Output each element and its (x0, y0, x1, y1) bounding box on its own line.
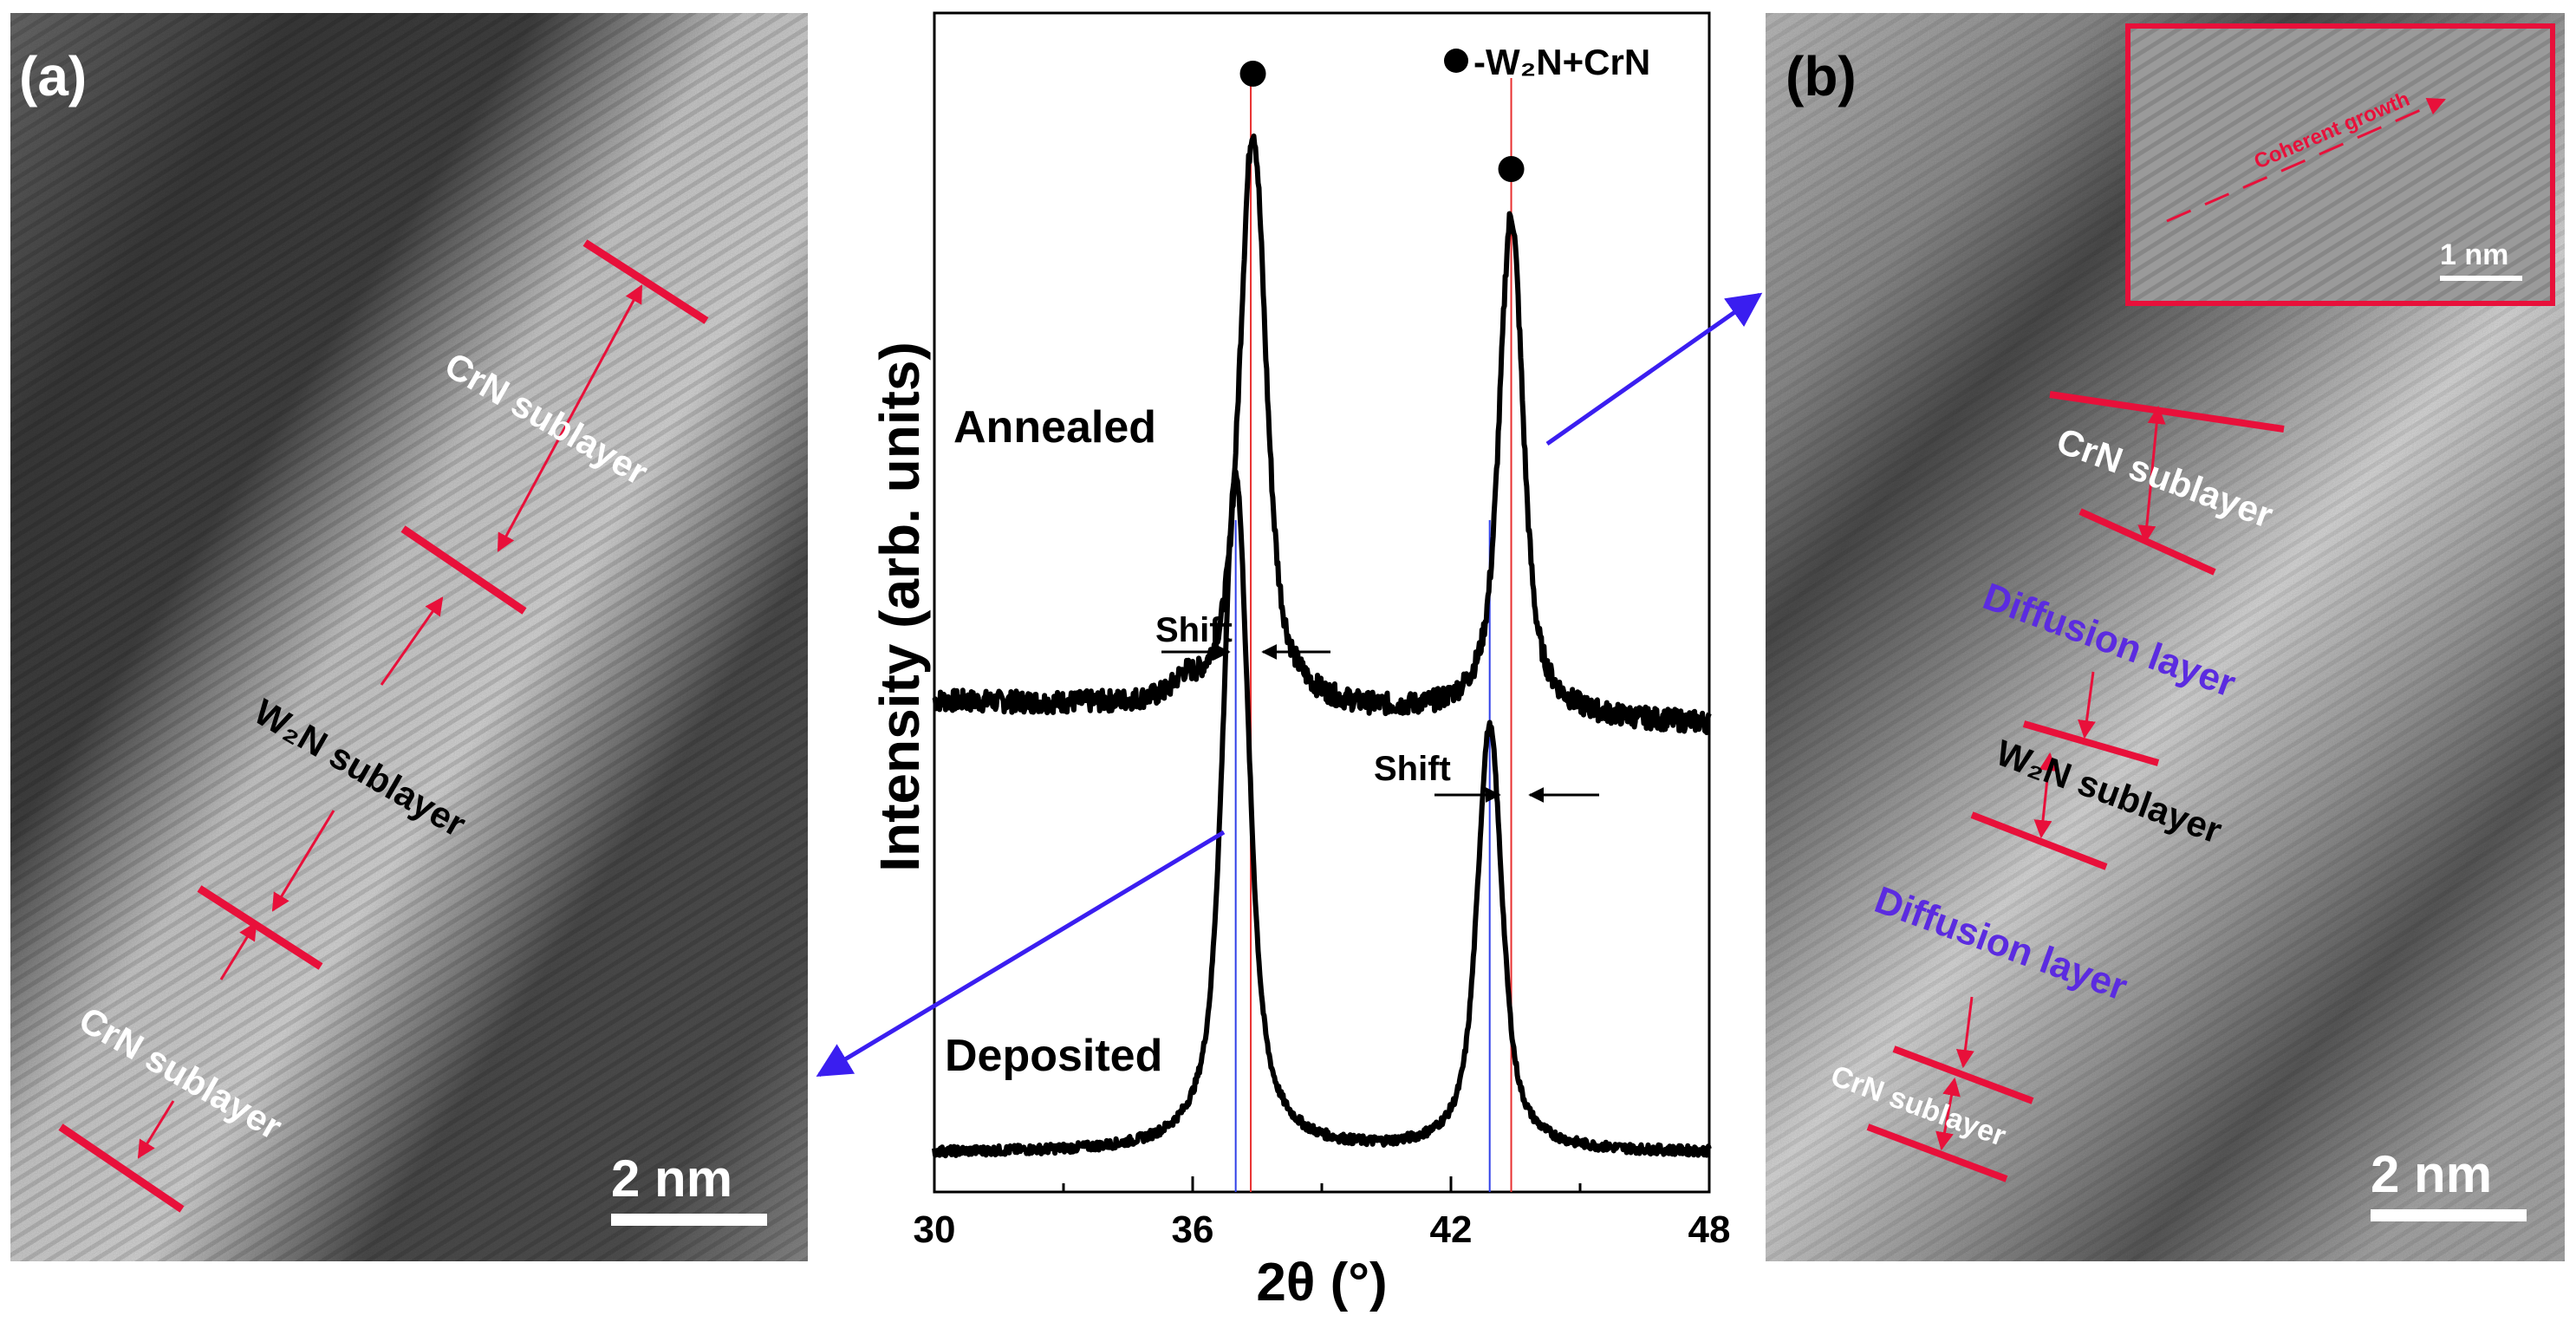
x-tick-label-42: 42 (1430, 1208, 1473, 1251)
x-tick-label-36: 36 (1172, 1208, 1214, 1251)
legend-marker (1444, 49, 1468, 73)
xrd-chart: 30 36 42 48 Annealed Deposited -W₂N+CrN Shi… (868, 11, 1731, 1312)
marker-line (197, 885, 323, 970)
marker-line (2049, 391, 2285, 433)
panel-a-markers (58, 239, 709, 1213)
link-arrow-to-a (816, 830, 1226, 1078)
legend-label: -W₂N+CrN (1473, 42, 1650, 82)
marker-line (1866, 1123, 2008, 1182)
x-axis-label: 2θ (°) (1256, 1253, 1387, 1312)
inset-scale-bar (2440, 276, 2522, 281)
panel-a-scale-bar (611, 1214, 767, 1226)
arrow-w2n-top (380, 596, 444, 686)
peak-marker-2 (1498, 156, 1525, 182)
series-label-annealed: Annealed (953, 402, 1156, 453)
shift-label-1: Shift (1155, 611, 1233, 649)
arrow-diff-top (2078, 671, 2096, 739)
panel-b-label: (b) (1786, 45, 1857, 107)
panel-b: (b) Coherent growth 1 nm CrN sublayer Di… (1766, 13, 2565, 1261)
arrow-crn-b (2137, 405, 2166, 544)
panel-b-scale-bar (2371, 1209, 2527, 1221)
panel-a-label: (a) (19, 45, 87, 107)
series-label-deposited: Deposited (945, 1031, 1162, 1081)
arrow-crn-bottom-top (219, 921, 257, 980)
series-curves (932, 134, 1712, 1159)
link-arrow-to-b (1545, 292, 1763, 446)
panel-a-tem-image (10, 13, 808, 1261)
marker-line (582, 239, 709, 324)
peak-marker-1 (1239, 61, 1266, 87)
marker-line (2022, 720, 2160, 766)
panel-b-inset: Coherent growth 1 nm (2125, 23, 2555, 306)
panel-b-markers (1866, 391, 2285, 1182)
marker-line (400, 525, 527, 615)
peak-markers (1239, 61, 1525, 182)
y-axis-label: Intensity (arb. units) (868, 342, 931, 872)
x-axis-ticks: 30 36 42 48 (914, 1176, 1731, 1251)
inset-image (2130, 29, 2550, 301)
x-tick-label-48: 48 (1688, 1208, 1731, 1251)
arrow-w2n-bottom (271, 810, 335, 912)
arrow-w2n-b (2033, 752, 2058, 839)
inset-scale-text: 1 nm (2440, 238, 2508, 271)
shift-label-2: Shift (1374, 750, 1451, 788)
panel-b-scale-text: 2 nm (2371, 1145, 2492, 1203)
marker-line (1970, 811, 2108, 870)
marker-line (58, 1123, 185, 1213)
arrow-crn-bottom (137, 1100, 175, 1159)
series-line-deposited (932, 469, 1712, 1159)
panel-a-scale-text: 2 nm (611, 1149, 732, 1208)
arrow-crn-top (497, 284, 643, 552)
x-tick-label-30: 30 (914, 1208, 956, 1251)
plot-frame (933, 11, 1711, 1194)
series-line-annealed (932, 134, 1712, 736)
arrow-crn-b-bottom (1935, 1077, 1961, 1151)
arrow-diff-bottom (1955, 996, 1974, 1069)
coherent-growth-arrow (2166, 97, 2446, 223)
panel-a: (a) CrN sublayer W₂N sublayer CrN sublay… (10, 13, 808, 1261)
marker-line (1892, 1045, 2034, 1104)
